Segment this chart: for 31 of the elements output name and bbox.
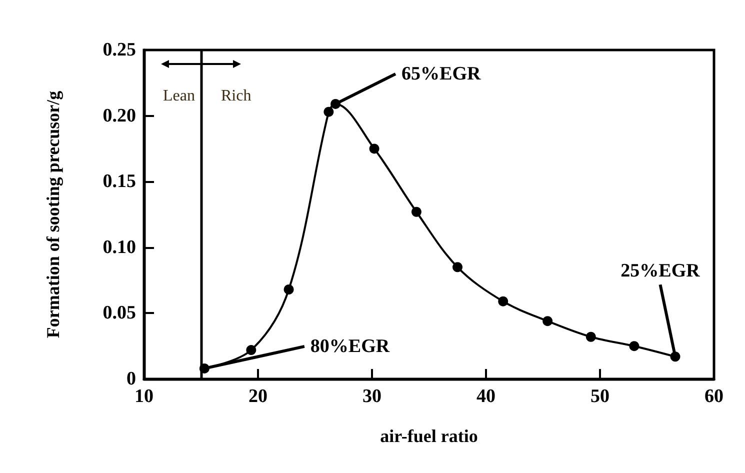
point [246,345,256,356]
x-tick-label: 30 [362,386,382,407]
x-tick-label: 40 [476,386,496,407]
annotation: 80%EGR [310,336,390,357]
y-axis-title: Formation of sooting precusor/g [43,90,63,338]
annotation: Lean [163,88,195,104]
x-tick-label: 20 [248,386,268,407]
y-tick-label: 0.15 [102,171,136,192]
y-tick-label: 0.20 [102,105,136,126]
point [629,341,640,352]
point [330,98,341,109]
point [284,284,294,295]
point [411,206,422,217]
x-tick-label: 10 [134,386,154,407]
y-tick-label: 0.05 [102,302,136,324]
x-axis-title: air-fuel ratio [380,426,478,446]
y-tick-label: 0 [126,368,136,390]
y-tick-label: 0.25 [102,40,136,60]
point [542,316,553,326]
point [324,106,334,117]
point [498,296,508,306]
annotation: 65%EGR [402,63,481,84]
point [670,352,680,362]
annotation: 25%EGR [620,260,700,282]
x-tick-label: 60 [704,386,724,407]
y-tick-label: 0.10 [102,236,136,258]
point [369,144,380,154]
x-tick-label: 50 [590,386,610,407]
point [452,262,462,272]
annotation: Rich [221,88,252,104]
point [586,332,596,342]
